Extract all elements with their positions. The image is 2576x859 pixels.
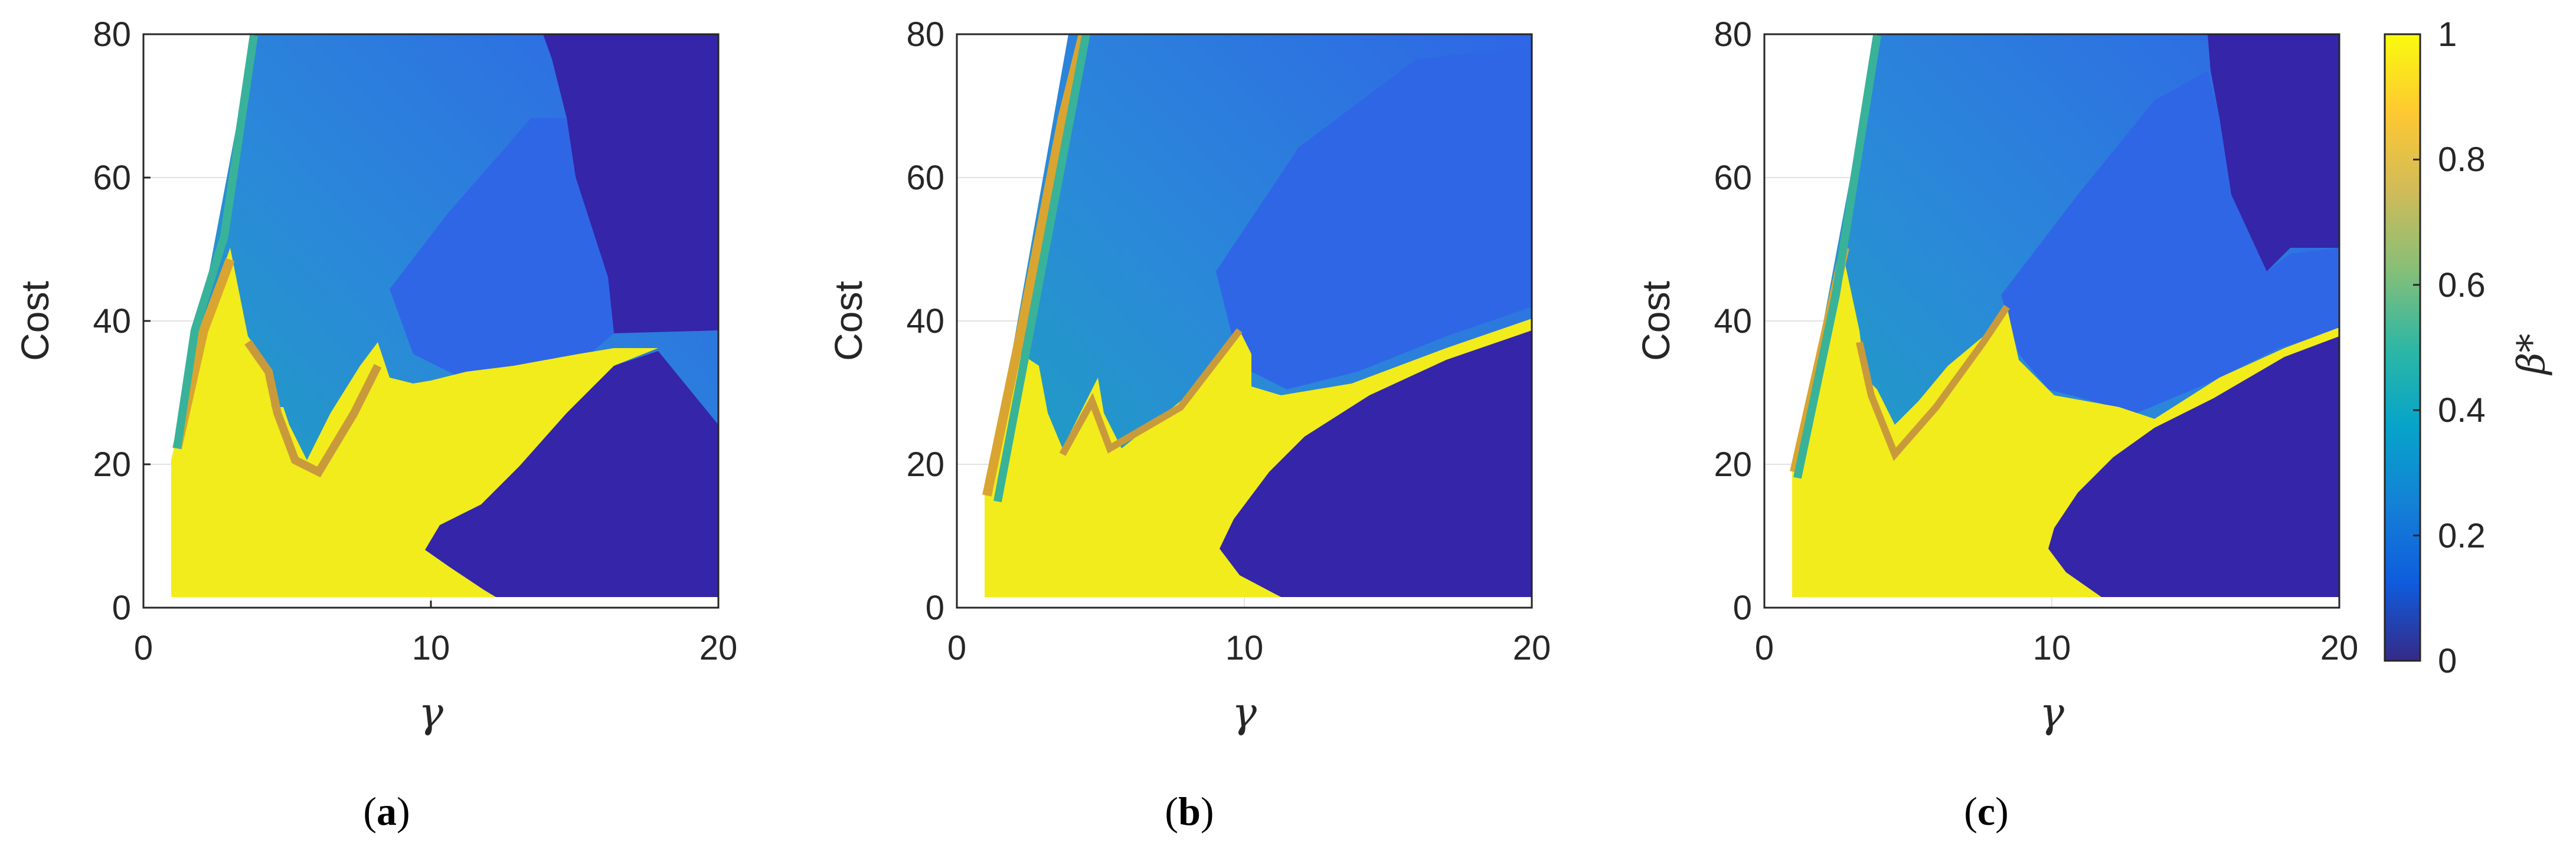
x-tick-labels-a: 0 10 20 xyxy=(134,629,737,667)
transition-band-c2 xyxy=(1793,34,1881,479)
colorbar-tick-label: 0.2 xyxy=(2438,517,2486,555)
panel-b: 0 20 40 60 80 0 10 20 γ Cost (b) xyxy=(826,15,1551,834)
x-tick-label: 10 xyxy=(2033,629,2071,667)
transition-band-b3 xyxy=(1059,328,1243,456)
y-tick-label: 60 xyxy=(1714,159,1752,197)
y-tick-label: 60 xyxy=(906,159,944,197)
y-tick-label: 20 xyxy=(93,445,131,484)
colorbar-label: β* xyxy=(2510,334,2554,376)
zero-region-lower-c xyxy=(2048,333,2339,597)
full-region-a xyxy=(171,248,658,597)
x-tick-label: 0 xyxy=(134,629,153,667)
panel-label-b: (b) xyxy=(1165,789,1214,834)
colorbar-tick-label: 0.4 xyxy=(2438,391,2486,430)
y-axis-label-b: Cost xyxy=(826,281,870,361)
transition-band-a3 xyxy=(173,34,258,450)
blue-region-b xyxy=(1216,47,1532,389)
zero-region-upper-a xyxy=(543,34,718,333)
y-tick-labels-b: 0 20 40 60 80 xyxy=(906,15,944,627)
y-tick-label: 80 xyxy=(1714,15,1752,54)
y-tick-labels-c: 0 20 40 60 80 xyxy=(1714,15,1752,627)
panel-a: 0 20 40 60 80 0 10 20 γ Cost (a) xyxy=(13,15,737,834)
blue-region-a xyxy=(390,118,614,383)
colorbar: 0 0.2 0.4 0.6 0.8 1 β* xyxy=(2384,15,2554,680)
zero-region-lower-a xyxy=(425,351,718,597)
x-tick-labels-b: 0 10 20 xyxy=(947,629,1551,667)
x-tick-label: 20 xyxy=(1513,629,1551,667)
colorbar-tick-label: 0.6 xyxy=(2438,266,2486,304)
y-tick-label: 20 xyxy=(906,445,944,484)
y-tick-label: 80 xyxy=(906,15,944,54)
transition-band-b xyxy=(982,33,1088,497)
x-tick-label: 10 xyxy=(1225,629,1264,667)
y-ticks-a xyxy=(143,33,432,609)
colorbar-scale xyxy=(2384,33,2421,662)
colorbar-ticks xyxy=(2413,33,2420,662)
y-tick-label: 40 xyxy=(93,302,131,340)
full-region-c xyxy=(1792,248,2339,597)
x-tick-label: 10 xyxy=(412,629,450,667)
y-axis-label-c: Cost xyxy=(1634,281,1678,361)
colorbar-tick-label: 0.8 xyxy=(2438,140,2486,179)
colorbar-tick-label: 0 xyxy=(2438,642,2457,680)
axes-box-c xyxy=(1763,33,2340,609)
full-region-b xyxy=(985,319,1532,597)
colorbar-tick-label: 1 xyxy=(2438,15,2457,54)
x-axis-label-c: γ xyxy=(2039,688,2064,737)
transition-band-b2 xyxy=(993,33,1090,503)
y-tick-label: 0 xyxy=(112,589,131,627)
y-tick-label: 0 xyxy=(1733,589,1752,627)
x-tick-label: 0 xyxy=(1755,629,1774,667)
zero-region-lower-b xyxy=(1220,324,1532,597)
x-tick-label: 20 xyxy=(699,629,738,667)
colorbar-tick-labels: 0 0.2 0.4 0.6 0.8 1 xyxy=(2438,15,2486,680)
transition-band-c3 xyxy=(1856,304,2010,461)
y-tick-labels-a: 0 20 40 60 80 xyxy=(93,15,131,627)
x-tick-labels-c: 0 10 20 xyxy=(1755,629,2358,667)
transition-band-a2 xyxy=(244,339,382,478)
x-tick-label: 20 xyxy=(2320,629,2359,667)
y-tick-label: 0 xyxy=(926,589,944,627)
x-tick-label: 0 xyxy=(947,629,966,667)
y-tick-label: 80 xyxy=(93,15,131,54)
y-tick-label: 40 xyxy=(906,302,944,340)
y-axis-label-a: Cost xyxy=(13,281,57,361)
axes-box-b xyxy=(956,33,1533,609)
blue-region-c xyxy=(2001,71,2339,413)
panel-label-c: (c) xyxy=(1964,789,2009,834)
y-tick-label: 40 xyxy=(1714,302,1752,340)
panel-c: 0 20 40 60 80 0 10 20 γ Cost (c) xyxy=(1634,15,2358,834)
y-tick-label: 60 xyxy=(93,159,131,197)
x-axis-label-b: γ xyxy=(1232,688,1257,737)
x-axis-label-a: γ xyxy=(419,688,443,737)
panel-label-a: (a) xyxy=(363,789,410,834)
zero-region-upper-c xyxy=(2208,34,2339,271)
y-tick-label: 20 xyxy=(1714,445,1752,484)
